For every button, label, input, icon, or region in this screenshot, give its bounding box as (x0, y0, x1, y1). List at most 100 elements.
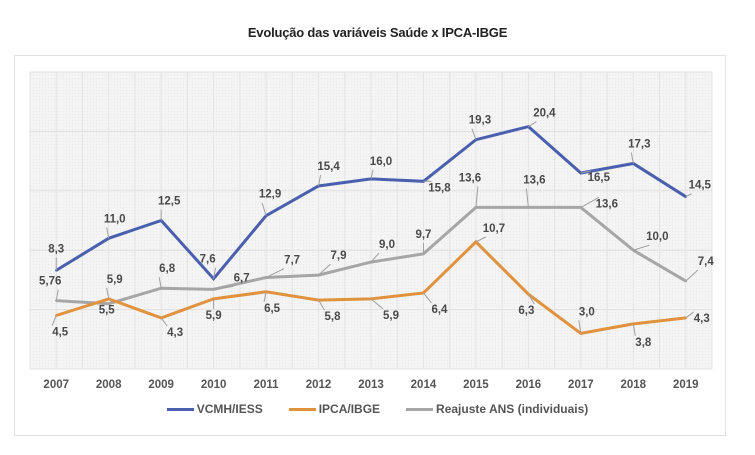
legend-item-vcmh[interactable]: VCMH/IESS (166, 402, 263, 416)
leader-line (370, 169, 374, 180)
data-label: 14,5 (689, 180, 712, 192)
data-label: 9,0 (379, 239, 395, 251)
data-label: 6,4 (431, 304, 448, 316)
leader-line (265, 268, 285, 278)
leader-line (580, 170, 591, 174)
leader-line (51, 315, 57, 326)
data-label: 5,9 (206, 310, 222, 322)
x-tick-label: 2011 (254, 379, 280, 391)
x-tick-label: 2017 (568, 379, 594, 391)
leader-line (263, 291, 267, 302)
leader-line (106, 287, 110, 299)
leader-line (318, 174, 322, 187)
gridlines (29, 71, 713, 370)
leader-line (685, 193, 692, 198)
x-tick-label: 2014 (411, 379, 437, 391)
data-label: 4,5 (52, 327, 69, 339)
leader-line (525, 188, 529, 208)
data-label: 7,4 (698, 256, 715, 268)
data-label: 6,8 (159, 263, 176, 275)
x-axis-ticks: 2007 2008 2009 2010 2011 2012 2013 2014 2015 2016… (43, 379, 698, 391)
leader-line (475, 186, 479, 208)
data-label: 5,5 (99, 305, 116, 317)
leader-line (370, 298, 384, 310)
x-tick-label: 2016 (516, 379, 542, 391)
x-tick-label: 2018 (621, 379, 647, 391)
x-tick-label: 2008 (96, 379, 122, 391)
data-point (107, 302, 110, 305)
legend-swatch-vcmh (166, 407, 194, 411)
data-label: 7,7 (284, 255, 300, 267)
x-tick-label: 2009 (148, 379, 174, 391)
data-labels: 8,3 11,0 12,5 7,6 12,9 15,4 16,0 15,8 19,3 20,4 16… (39, 108, 714, 349)
x-tick-label: 2013 (358, 379, 384, 391)
leader-line (213, 285, 234, 290)
leader-line (633, 244, 650, 251)
data-label: 11,0 (104, 213, 126, 225)
legend-item-ipca[interactable]: IPCA/IBGE (288, 402, 381, 416)
data-label: 5,8 (325, 311, 342, 323)
leader-line (213, 267, 217, 279)
leader-line (261, 202, 267, 216)
leader-line (685, 269, 699, 282)
data-label: 10,7 (483, 223, 505, 235)
data-label: 4,3 (694, 313, 710, 325)
leader-line (578, 320, 582, 334)
data-label: 8,3 (48, 243, 64, 255)
data-label: 16,0 (370, 156, 392, 168)
data-label: 16,5 (588, 172, 611, 184)
legend-label-ans: Reajuste ANS (individuais) (436, 402, 589, 416)
data-label: 19,3 (469, 115, 491, 127)
leader-line (475, 236, 487, 243)
leader-line (55, 289, 59, 301)
legend-label-vcmh: VCMH/IESS (196, 402, 263, 416)
legend: VCMH/IESS IPCA/IBGE Reajuste ANS (indivi… (0, 402, 755, 416)
data-label: 15,4 (317, 161, 340, 173)
data-label: 12,5 (158, 196, 181, 208)
leader-line (528, 121, 537, 128)
data-label: 13,6 (596, 198, 618, 210)
data-point (212, 297, 215, 301)
leader-line (160, 317, 168, 327)
data-label: 5,76 (39, 276, 61, 288)
legend-label-ipca: IPCA/IBGE (318, 402, 381, 416)
x-tick-label: 2019 (673, 379, 699, 391)
leader-line (318, 263, 331, 276)
leader-line (685, 311, 695, 319)
x-tick-label: 2012 (306, 379, 332, 391)
x-tick-label: 2015 (463, 379, 489, 391)
leader-line (423, 292, 432, 304)
leader-line (106, 227, 110, 239)
chart-title: Evolução das variáveis Saúde x IPCA-IBGE (247, 25, 508, 40)
data-label: 9,7 (415, 229, 431, 241)
data-label: 5,9 (107, 274, 123, 286)
legend-item-ans[interactable]: Reajuste ANS (individuais) (406, 402, 588, 416)
data-label: 15,8 (428, 182, 451, 194)
leader-line (632, 323, 636, 336)
data-label: 12,9 (259, 189, 281, 201)
leader-line (630, 152, 634, 164)
leader-line (370, 252, 380, 263)
data-label: 3,8 (635, 337, 652, 349)
legend-swatch-ans (406, 407, 434, 411)
data-label: 13,6 (523, 174, 545, 186)
data-label: 20,4 (533, 108, 556, 120)
data-label: 13,6 (459, 172, 481, 184)
data-label: 6,5 (264, 303, 281, 315)
leader-line (158, 277, 162, 289)
data-label: 3,0 (579, 306, 595, 318)
data-label: 4,3 (167, 327, 183, 339)
data-label: 7,6 (200, 254, 216, 266)
x-tick-label: 2010 (201, 379, 227, 391)
x-tick-label: 2007 (43, 379, 69, 391)
data-label: 6,7 (234, 272, 250, 284)
leader-line (318, 299, 325, 311)
leader-line (527, 293, 535, 305)
chart-frame (14, 55, 726, 436)
data-label: 17,3 (628, 138, 650, 150)
data-label: 7,9 (331, 250, 347, 262)
data-label: 5,9 (383, 310, 399, 322)
data-point (474, 206, 478, 209)
data-label: 6,3 (518, 305, 534, 317)
